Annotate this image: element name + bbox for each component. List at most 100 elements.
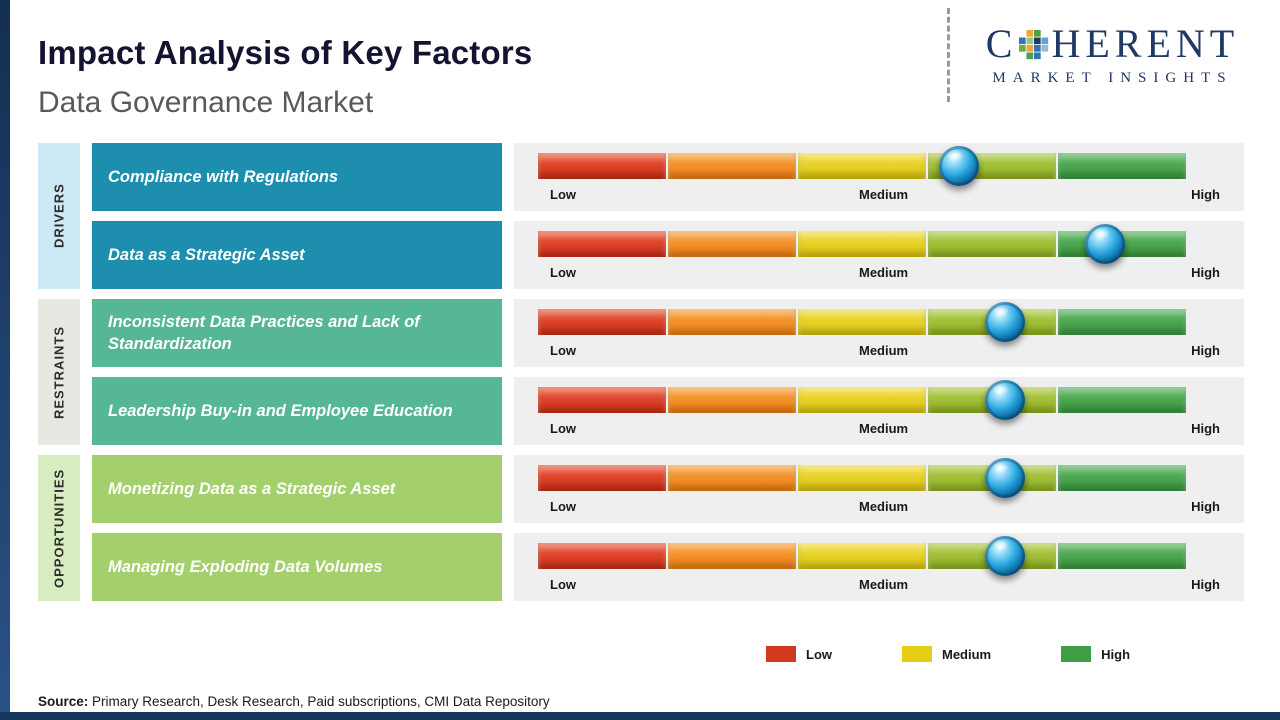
group-label-restraints: RESTRAINTS xyxy=(38,299,80,445)
impact-gradient-bar xyxy=(538,301,1186,342)
bar-segment-low-medium xyxy=(668,464,796,491)
factor-box: Inconsistent Data Practices and Lack of … xyxy=(92,299,502,367)
bar-segment-medium xyxy=(798,386,926,413)
group-label-opportunities: OPPORTUNITIES xyxy=(38,455,80,601)
bar-segment-medium xyxy=(798,230,926,257)
scale-labels: Low Medium High xyxy=(538,187,1220,202)
factor-box: Compliance with Regulations xyxy=(92,143,502,211)
bar-segment-medium xyxy=(798,152,926,179)
scale-low-label: Low xyxy=(550,264,576,280)
impact-gradient-bar xyxy=(538,379,1186,420)
bar-segment-low-medium xyxy=(668,230,796,257)
logo-letter-c: C xyxy=(985,21,1018,66)
impact-bar-panel: Low Medium High xyxy=(514,221,1244,289)
impact-marker-sphere xyxy=(1085,223,1125,264)
factor-label: Managing Exploding Data Volumes xyxy=(108,557,383,576)
scale-low-label: Low xyxy=(550,186,576,202)
group-label-drivers: DRIVERS xyxy=(38,143,80,289)
impact-bar-panel: Low Medium High xyxy=(514,533,1244,601)
factor-box: Leadership Buy-in and Employee Education xyxy=(92,377,502,445)
bar-segment-low-medium xyxy=(668,152,796,179)
bar-segment-low-medium xyxy=(668,386,796,413)
legend-swatch-low xyxy=(766,646,796,662)
source-label: Source: xyxy=(38,694,89,709)
bar-segment-medium xyxy=(798,542,926,569)
scale-high-label: High xyxy=(1191,264,1220,280)
bar-segment-low-medium xyxy=(668,308,796,335)
scale-labels: Low Medium High xyxy=(538,343,1220,358)
factor-box: Monetizing Data as a Strategic Asset xyxy=(92,455,502,523)
legend-item-low: Low xyxy=(766,646,832,662)
company-logo: C HERENT MARKET INSIGHTS xyxy=(965,24,1260,87)
logo-mosaic-o-icon xyxy=(1019,30,1049,60)
scale-medium-label: Medium xyxy=(858,342,909,358)
impact-marker-sphere xyxy=(939,145,980,186)
scale-high-label: High xyxy=(1191,186,1220,202)
legend-swatch-medium xyxy=(902,646,932,662)
impact-gradient-bar xyxy=(538,457,1186,498)
impact-marker-sphere xyxy=(984,457,1025,498)
factor-box: Data as a Strategic Asset xyxy=(92,221,502,289)
bar-segment-high xyxy=(1058,152,1186,179)
scale-low-label: Low xyxy=(550,420,576,436)
page-title: Impact Analysis of Key Factors xyxy=(38,34,533,71)
left-accent-bar xyxy=(0,0,10,720)
impact-marker-sphere xyxy=(984,535,1025,576)
scale-medium-label: Medium xyxy=(858,498,909,514)
impact-gradient-bar xyxy=(538,145,1186,186)
bar-segment-low xyxy=(538,230,666,257)
scale-high-label: High xyxy=(1191,342,1220,358)
bar-segment-low xyxy=(538,464,666,491)
impact-bar-panel: Low Medium High xyxy=(514,377,1244,445)
scale-medium-label: Medium xyxy=(858,420,909,436)
factor-label: Data as a Strategic Asset xyxy=(108,245,305,264)
factor-box: Managing Exploding Data Volumes xyxy=(92,533,502,601)
legend-item-medium: Medium xyxy=(902,646,991,662)
logo-divider xyxy=(947,8,950,102)
source-line: Source: Primary Research, Desk Research,… xyxy=(38,694,550,709)
scale-low-label: Low xyxy=(550,576,576,592)
legend-label-low: Low xyxy=(806,646,832,662)
bar-segment-low-medium xyxy=(668,542,796,569)
logo-wordmark: C HERENT xyxy=(965,24,1260,64)
scale-medium-label: Medium xyxy=(858,186,909,202)
scale-medium-label: Medium xyxy=(858,264,909,280)
impact-matrix: DRIVERS RESTRAINTS OPPORTUNITIES Complia… xyxy=(38,143,1244,601)
scale-high-label: High xyxy=(1191,498,1220,514)
page-subtitle: Data Governance Market xyxy=(38,86,374,119)
factor-label: Compliance with Regulations xyxy=(108,167,339,186)
factor-label: Monetizing Data as a Strategic Asset xyxy=(108,479,396,498)
bar-segment-high xyxy=(1058,386,1186,413)
impact-marker-sphere xyxy=(984,301,1025,342)
legend: Low Medium High xyxy=(766,646,1130,662)
bar-segment-medium-high xyxy=(928,230,1056,257)
source-text: Primary Research, Desk Research, Paid su… xyxy=(88,694,550,709)
legend-swatch-high xyxy=(1061,646,1092,662)
scale-labels: Low Medium High xyxy=(538,265,1220,280)
factor-label: Inconsistent Data Practices and Lack of … xyxy=(108,312,420,353)
scale-labels: Low Medium High xyxy=(538,499,1220,514)
bar-segment-high xyxy=(1058,542,1186,569)
bar-segment-low xyxy=(538,386,666,413)
scale-high-label: High xyxy=(1191,420,1220,436)
bar-segment-medium xyxy=(798,464,926,491)
factor-label: Leadership Buy-in and Employee Education xyxy=(108,401,453,420)
logo-letters-herent: HERENT xyxy=(1051,21,1240,66)
scale-labels: Low Medium High xyxy=(538,421,1220,436)
legend-label-medium: Medium xyxy=(942,646,992,662)
logo-tagline: MARKET INSIGHTS xyxy=(992,70,1233,86)
scale-low-label: Low xyxy=(550,342,576,358)
bar-segment-high xyxy=(1058,464,1186,491)
impact-bar-panel: Low Medium High xyxy=(514,299,1244,367)
scale-labels: Low Medium High xyxy=(538,577,1220,592)
legend-item-high: High xyxy=(1061,646,1130,662)
impact-bar-panel: Low Medium High xyxy=(514,143,1244,211)
impact-bar-panel: Low Medium High xyxy=(514,455,1244,523)
legend-label-high: High xyxy=(1101,646,1131,662)
impact-gradient-bar xyxy=(538,535,1186,576)
scale-high-label: High xyxy=(1191,576,1220,592)
bar-segment-high xyxy=(1058,308,1186,335)
scale-low-label: Low xyxy=(550,498,576,514)
impact-marker-sphere xyxy=(984,379,1025,420)
